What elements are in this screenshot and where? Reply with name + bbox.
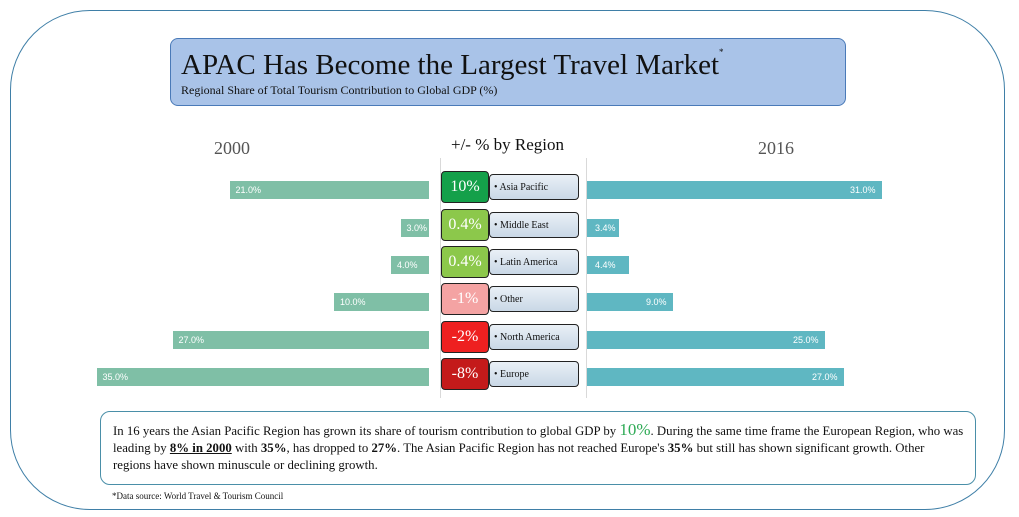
bar-2000-latin-america: 4.0% <box>391 256 429 274</box>
bar-label-2016-middle-east: 3.4% <box>595 223 616 233</box>
chart-subtitle: Regional Share of Total Tourism Contribu… <box>181 83 498 97</box>
bar-label-2000-north-america: 27.0% <box>178 335 205 345</box>
bar-2000-other: 10.0% <box>334 293 429 311</box>
bar-label-2016-north-america: 25.0% <box>792 335 819 345</box>
change-header: +/- % by Region <box>451 135 564 154</box>
change-badge-latin-america: 0.4% <box>441 246 489 278</box>
region-label-europe: • Europe <box>489 361 579 387</box>
change-badge-north-america: -2% <box>441 321 489 353</box>
data-source-note: *Data source: World Travel & Tourism Cou… <box>112 491 284 501</box>
region-label-north-america: • North America <box>489 324 579 350</box>
bar-2016-north-america: 25.0% <box>587 331 825 349</box>
highlight-growth: 10% <box>619 420 651 439</box>
region-label-middle-east: • Middle East <box>489 212 579 238</box>
year-2000-label: 2000 <box>214 138 250 158</box>
bar-2000-middle-east: 3.0% <box>400 219 429 237</box>
change-badge-europe: -8% <box>441 358 489 390</box>
bar-label-2000-middle-east: 3.0% <box>406 223 428 233</box>
bar-label-2000-other: 10.0% <box>340 297 366 307</box>
region-label-other: • Other <box>489 286 579 312</box>
title-box: APAC Has Become the Largest Travel Marke… <box>170 38 846 106</box>
bar-label-2016-latin-america: 4.4% <box>595 260 616 270</box>
bar-2016-asia-pacific: 31.0% <box>587 181 882 199</box>
bar-2000-europe: 35.0% <box>96 368 429 386</box>
change-badge-other: -1% <box>441 283 489 315</box>
bar-label-2000-europe: 35.0% <box>102 372 129 382</box>
divider-left <box>440 158 441 398</box>
change-badge-middle-east: 0.4% <box>441 209 489 241</box>
bar-label-2016-asia-pacific: 31.0% <box>849 185 876 195</box>
bar-2016-middle-east: 3.4% <box>587 219 620 237</box>
bar-label-2016-other: 9.0% <box>645 297 667 307</box>
bar-label-2000-latin-america: 4.0% <box>397 260 418 270</box>
bar-label-2000-asia-pacific: 21.0% <box>235 185 262 195</box>
bar-2016-europe: 27.0% <box>587 368 844 386</box>
region-label-asia-pacific: • Asia Pacific <box>489 174 579 200</box>
divider-right <box>586 158 587 398</box>
summary-box: In 16 years the Asian Pacific Region has… <box>100 411 976 485</box>
bar-label-2016-europe: 27.0% <box>811 372 838 382</box>
highlight-lead: 8% in 2000 <box>169 441 232 455</box>
outer-frame <box>10 10 1005 510</box>
chart-title: APAC Has Become the Largest Travel Marke… <box>181 47 724 81</box>
change-badge-asia-pacific: 10% <box>441 171 489 203</box>
year-2016-label: 2016 <box>758 138 794 158</box>
bar-2000-north-america: 27.0% <box>172 331 429 349</box>
bar-2000-asia-pacific: 21.0% <box>229 181 429 199</box>
summary-paragraph: In 16 years the Asian Pacific Region has… <box>113 420 964 472</box>
bar-2016-latin-america: 4.4% <box>587 256 629 274</box>
bar-2016-other: 9.0% <box>587 293 673 311</box>
region-label-latin-america: • Latin America <box>489 249 579 275</box>
